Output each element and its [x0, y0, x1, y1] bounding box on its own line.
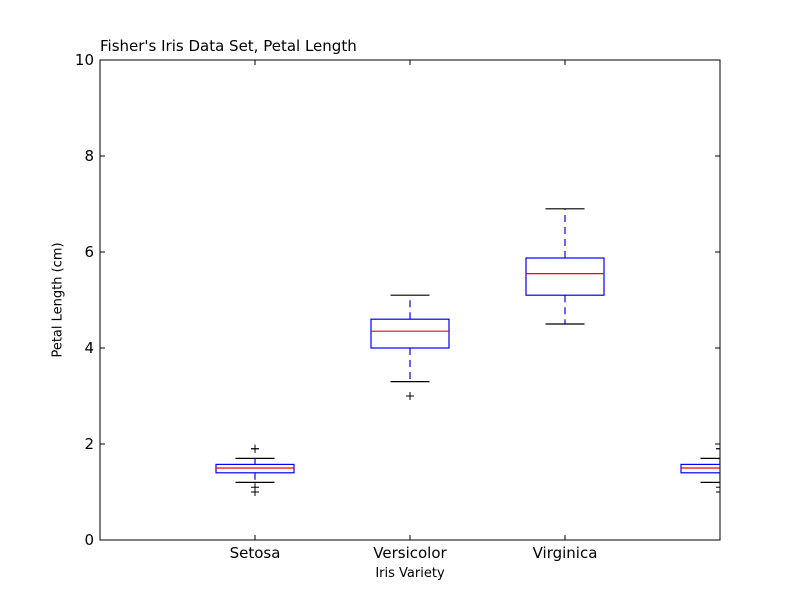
x-tick-label: Versicolor	[373, 544, 447, 562]
outlier-point	[716, 488, 720, 496]
y-tick-label: 2	[84, 435, 94, 453]
y-tick-label: 10	[75, 51, 94, 69]
outlier-point	[251, 483, 259, 492]
x-axis-label: Iris Variety	[375, 566, 445, 581]
x-tick-label: Setosa	[230, 544, 281, 562]
outlier-point	[716, 444, 720, 453]
box-group-versicolor	[370, 294, 450, 400]
axes-layer: 0 2 4 6 8 10 Setosa Versicolor Virginica	[75, 51, 721, 562]
y-tick-label: 8	[84, 147, 94, 165]
iqr-box	[525, 257, 605, 296]
outlier-point	[406, 392, 414, 400]
box-group-setosa	[215, 444, 295, 496]
boxes-layer	[215, 208, 720, 496]
iqr-box	[370, 318, 450, 349]
chart-title: Fisher's Iris Data Set, Petal Length	[100, 37, 357, 55]
y-tick-label: 4	[84, 339, 94, 357]
box-group-partial-3	[680, 444, 720, 496]
x-tick-label: Virginica	[533, 544, 598, 562]
box-group-virginica	[525, 208, 605, 325]
y-tick-label: 0	[84, 531, 94, 549]
outlier-point	[716, 483, 720, 492]
outlier-point	[251, 444, 259, 453]
plot-frame	[99, 59, 721, 541]
y-tick-label: 6	[84, 243, 94, 261]
